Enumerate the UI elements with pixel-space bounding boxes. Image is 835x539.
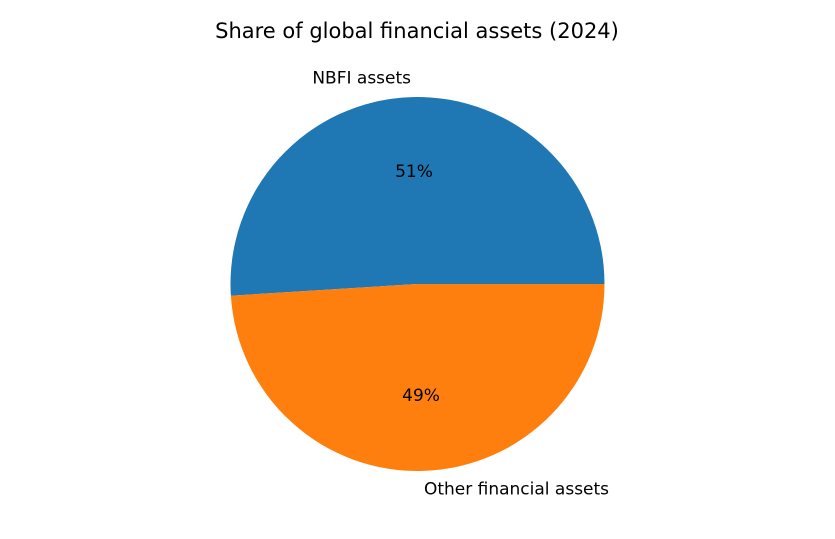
value-label: 51% [395, 162, 433, 182]
pie-slice [230, 284, 605, 472]
slice-label: Other financial assets [424, 480, 609, 500]
pie-slice [230, 97, 605, 296]
chart-title: Share of global financial assets (2024) [215, 19, 619, 43]
value-label: 49% [402, 386, 440, 406]
slice-label: NBFI assets [312, 68, 411, 88]
